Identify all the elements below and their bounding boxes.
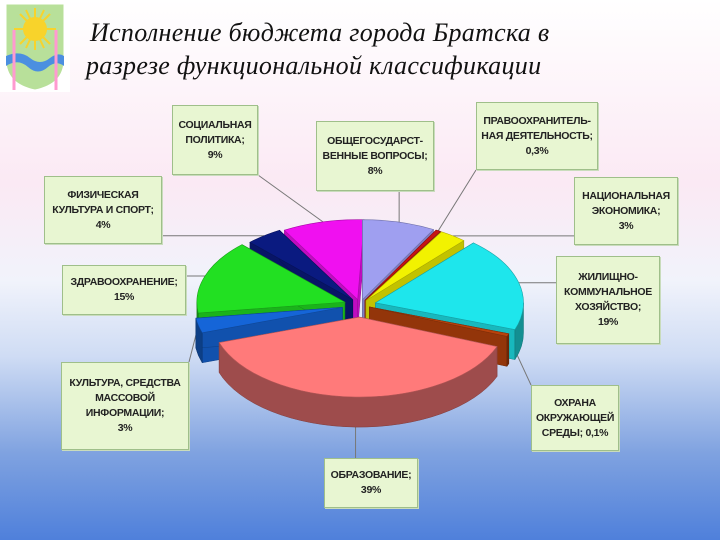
pie-slice (218, 316, 498, 428)
data-label: НАЦИОНАЛЬНАЯ ЭКОНОМИКА; 3% (574, 177, 678, 245)
data-label: КУЛЬТУРА, СРЕДСТВА МАССОВОЙ ИНФОРМАЦИИ; … (61, 362, 189, 450)
slice-top (369, 306, 510, 337)
slice-top (249, 229, 354, 300)
data-label-text: КУЛЬТУРА, СРЕДСТВА МАССОВОЙ ИНФОРМАЦИИ; … (69, 377, 181, 434)
page-title: Исполнение бюджета города Братска в разр… (86, 16, 686, 82)
leader-line (437, 169, 477, 231)
data-label: ФИЗИЧЕСКАЯ КУЛЬТУРА И СПОРТ; 4% (44, 176, 162, 244)
data-label: ОХРАНА ОКРУЖАЮЩЕЙ СРЕДЫ; 0,1% (531, 385, 619, 451)
slice-top (218, 316, 498, 398)
data-label: ПРАВООХРАНИТЕЛЬ- НАЯ ДЕЯТЕЛЬНОСТЬ; 0,3% (476, 102, 598, 170)
data-label: СОЦИАЛЬНАЯ ПОЛИТИКА; 9% (172, 105, 258, 175)
data-label: ЗДРАВООХРАНЕНИЕ; 15% (62, 265, 186, 315)
data-label: ОБЩЕГОСУДАРСТ- ВЕННЫЕ ВОПРОСЫ; 8% (316, 121, 434, 191)
city-coat-of-arms-logo (0, 0, 70, 92)
title-line-2: разрезе функциональной классификации (86, 51, 542, 80)
slice-top (196, 244, 346, 314)
data-label-text: НАЦИОНАЛЬНАЯ ЭКОНОМИКА; 3% (582, 189, 670, 232)
data-label-text: ЖИЛИЩНО- КОММУНАЛЬНОЕ ХОЗЯЙСТВО; 19% (564, 271, 652, 328)
slice-top (195, 306, 343, 334)
slice-top (374, 242, 524, 330)
slice-top (362, 219, 435, 301)
data-label-text: ОБРАЗОВАНИЕ; 39% (330, 469, 412, 496)
data-label-text: ФИЗИЧЕСКАЯ КУЛЬТУРА И СПОРТ; 4% (52, 188, 154, 231)
data-label-text: СОЦИАЛЬНАЯ ПОЛИТИКА; 9% (178, 118, 252, 161)
data-label: ОБРАЗОВАНИЕ; 39% (324, 458, 418, 508)
title-line-1: Исполнение бюджета города Братска в (90, 18, 550, 47)
data-label-text: ОХРАНА ОКРУЖАЮЩЕЙ СРЕДЫ; 0,1% (535, 396, 615, 439)
slice-wall (506, 332, 510, 368)
leader-line (257, 174, 324, 223)
data-label: ЖИЛИЩНО- КОММУНАЛЬНОЕ ХОЗЯЙСТВО; 19% (556, 256, 660, 344)
slice-top (364, 229, 442, 301)
data-label-text: ОБЩЕГОСУДАРСТ- ВЕННЫЕ ВОПРОСЫ; 8% (322, 134, 428, 177)
data-label-text: ЗДРАВООХРАНЕНИЕ; 15% (70, 276, 178, 303)
data-label-text: ПРАВООХРАНИТЕЛЬ- НАЯ ДЕЯТЕЛЬНОСТЬ; 0,3% (481, 114, 593, 157)
slice-top (365, 231, 465, 301)
